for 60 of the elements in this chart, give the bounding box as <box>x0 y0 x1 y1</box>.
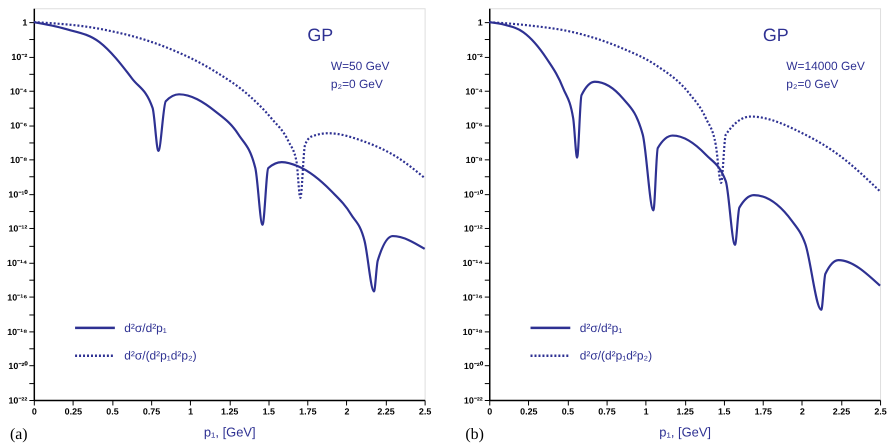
y-tick-label: 10⁻¹² <box>464 224 483 234</box>
y-tick-label: 10⁻¹⁸ <box>462 326 483 337</box>
y-tick-label: 10⁻¹⁴ <box>7 258 28 268</box>
legend-label: d²σ/(d²p₁d²p₂) <box>580 348 652 363</box>
y-tick-label: 10⁻² <box>11 52 28 62</box>
x-tick-label: 1 <box>188 406 194 416</box>
x-tick-label: 2.25 <box>377 406 395 416</box>
x-tick-label: 0.25 <box>64 406 82 416</box>
y-tick-label: 10⁻⁴ <box>10 86 28 96</box>
x-tick-label: 0.75 <box>142 406 160 416</box>
y-tick-label: 10⁻⁶ <box>466 120 483 131</box>
x-tick-label: 2.5 <box>874 406 887 416</box>
annotation: p₂=0 GeV <box>330 76 383 91</box>
text: (b) <box>465 426 484 443</box>
y-tick-label: 10⁻¹⁶ <box>7 292 28 302</box>
x-tick-label: 0 <box>32 406 37 416</box>
x-tick-label: 1.75 <box>299 406 317 416</box>
x-tick-label: 1 <box>644 406 649 416</box>
annotation: W=50 GeV <box>330 58 390 73</box>
x-tick-label: 0.25 <box>520 406 538 416</box>
x-tick-label: 2.25 <box>832 406 850 416</box>
x-tick-label: 0.5 <box>562 406 574 416</box>
y-tick-label: 10⁻² <box>466 52 483 62</box>
x-tick-label: 2 <box>800 406 805 416</box>
x-tick-label: 0.75 <box>598 406 616 416</box>
x-tick-label: 1.75 <box>754 406 772 416</box>
y-tick-label: 10⁻²² <box>464 395 483 406</box>
y-tick-label: 10⁻¹⁴ <box>462 258 483 268</box>
x-tick-label: 2.5 <box>418 406 432 416</box>
y-tick-label: 10⁻¹⁸ <box>7 326 28 337</box>
y-tick-label: 10⁻²⁰ <box>8 361 28 372</box>
legend-label: d²σ/d²p₁ <box>124 320 167 335</box>
x-tick-label: 1.25 <box>676 406 694 416</box>
x-tick-label: 2 <box>344 406 350 416</box>
x-tick-label: 0 <box>487 406 492 416</box>
x-tick-label: 1.5 <box>718 406 730 416</box>
y-tick-label: 10⁻¹⁶ <box>462 292 483 302</box>
x-axis-title: p₁, [GeV] <box>659 424 712 440</box>
annotation: p₂=0 GeV <box>786 76 838 91</box>
y-tick-label: 10⁻⁴ <box>465 86 483 96</box>
y-tick-label: 10⁻⁸ <box>10 155 28 166</box>
y-tick-label: 10⁻¹² <box>8 224 28 234</box>
x-axis-title: p₁, [GeV] <box>204 424 256 440</box>
x-tick-label: 1.5 <box>262 406 276 416</box>
text: (a) <box>10 426 28 443</box>
y-tick-label: 10⁻²² <box>8 395 28 406</box>
x-tick-label: 0.5 <box>106 406 119 416</box>
y-tick-label: 10⁻⁶ <box>10 120 28 131</box>
legend-label: d²σ/(d²p₁d²p₂) <box>124 348 197 363</box>
y-tick-label: 1 <box>478 18 483 28</box>
legend-label: d²σ/d²p₁ <box>580 320 622 335</box>
y-tick-label: 1 <box>22 18 28 28</box>
y-tick-label: 10⁻²⁰ <box>464 361 484 372</box>
annotation: GP <box>762 25 789 46</box>
y-tick-label: 10⁻¹⁰ <box>8 189 28 200</box>
y-tick-label: 10⁻¹⁰ <box>464 189 484 200</box>
x-tick-label: 1.25 <box>221 406 238 416</box>
annotation: W=14000 GeV <box>786 58 865 73</box>
y-tick-label: 10⁻⁸ <box>466 155 483 166</box>
annotation: GP <box>307 25 334 46</box>
